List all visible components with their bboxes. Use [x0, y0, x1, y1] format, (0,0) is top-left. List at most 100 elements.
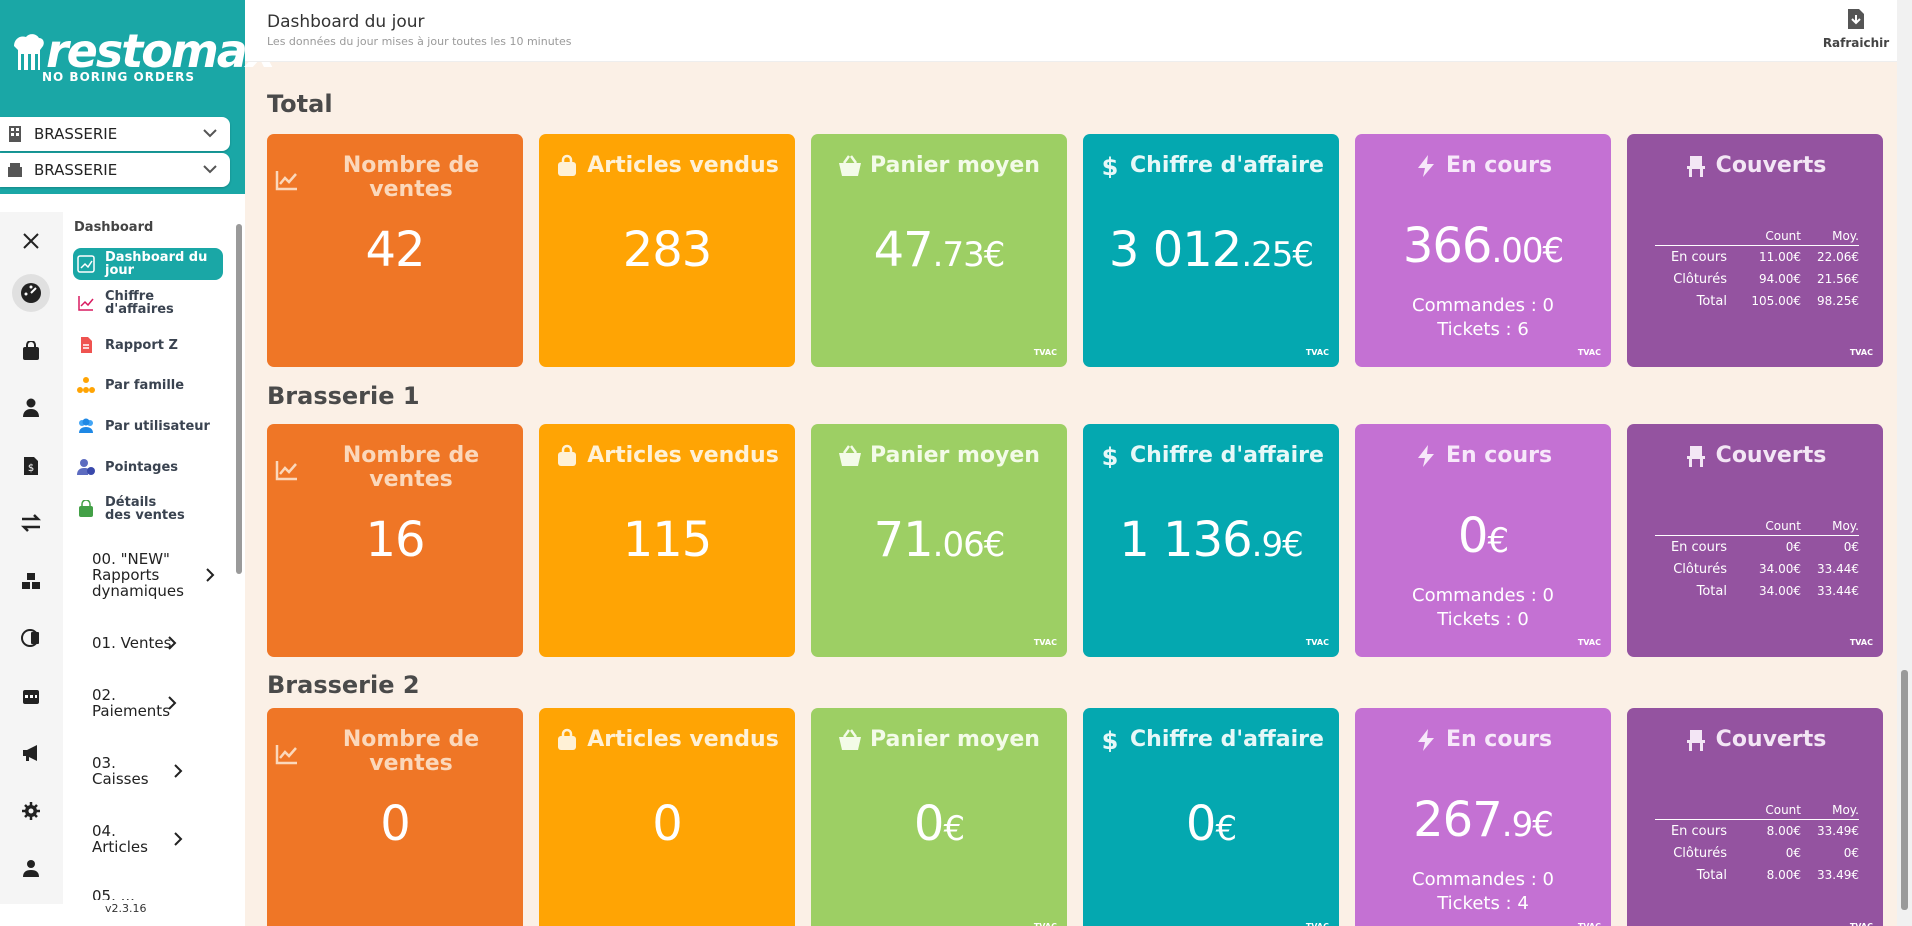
- commandes-count: Commandes : 0: [1355, 584, 1611, 608]
- invoice-dollar-icon[interactable]: $: [12, 447, 50, 485]
- menu-group-paiements[interactable]: 02. Paiements: [92, 687, 177, 719]
- menu-item-label: Par utilisateur: [105, 418, 210, 434]
- menu-item-chiffre-affaires[interactable]: Chiffre d'affaires: [73, 288, 223, 318]
- kpi-card-couverts: Couverts Count Moy. En cours 0€ 0€ Clôturés 34.…: [1627, 424, 1883, 657]
- menu-item-details-ventes[interactable]: Détails des ventes: [73, 494, 223, 524]
- kpi-card-title: Panier moyen: [811, 728, 1067, 752]
- kpi-value-dec: .73: [932, 235, 985, 275]
- bag-icon: [79, 500, 93, 517]
- user-icon[interactable]: [12, 849, 50, 887]
- kpi-card-title: $ Chiffre d'affaire: [1083, 154, 1339, 179]
- kpi-card-nb: Nombre de ventes 42: [267, 134, 523, 367]
- row-count: 8.00€: [1766, 824, 1801, 838]
- kpi-card-title-text: Articles vendus: [587, 443, 779, 468]
- gear-icon[interactable]: [12, 792, 50, 830]
- page-scrollbar-thumb[interactable]: [1901, 670, 1908, 910]
- chair-icon: [1686, 730, 1705, 751]
- establishment-select[interactable]: BRASSERIE: [0, 117, 230, 151]
- top-header: Dashboard du jour Les données du jour mi…: [245, 0, 1912, 62]
- kpi-card-title: Nombre de ventes: [275, 444, 511, 492]
- row-count: 94.00€: [1759, 272, 1801, 286]
- kpi-value: 1 136.9€: [1083, 512, 1339, 568]
- menu-item-par-utilisateur[interactable]: Par utilisateur: [73, 414, 223, 438]
- row-label: Total: [1696, 583, 1727, 599]
- menu-group-next[interactable]: 05. ...: [92, 888, 162, 900]
- kpi-value-int: 0: [1457, 508, 1489, 564]
- menu-group-ventes[interactable]: 01. Ventes: [92, 635, 212, 651]
- boxes-icon[interactable]: [12, 562, 50, 600]
- kpi-card-title-text: Chiffre d'affaire: [1130, 443, 1324, 468]
- kpi-value: 0€: [1355, 508, 1611, 564]
- close-icon[interactable]: [12, 222, 50, 260]
- row-label: Clôturés: [1673, 845, 1727, 861]
- menu-item-label: Détails des ventes: [105, 495, 185, 523]
- register-select[interactable]: BRASSERIE: [0, 153, 230, 187]
- page-scrollbar[interactable]: [1897, 0, 1912, 926]
- kpi-value: 0€: [1083, 796, 1339, 852]
- menu-item-label: Rapport Z: [105, 337, 178, 353]
- menu-scrollbar[interactable]: [233, 212, 245, 904]
- chevron-right-icon: [168, 696, 177, 710]
- menu-group-articles[interactable]: 04. Articles: [92, 823, 183, 855]
- shopping-bag-icon: [558, 444, 577, 466]
- globe-icon[interactable]: [12, 619, 50, 657]
- couverts-row-total: Total 8.00€ 33.49€: [1655, 864, 1859, 886]
- file-icon: [81, 337, 92, 353]
- kpi-card-title-text: En cours: [1445, 443, 1553, 468]
- couverts-table: Count Moy. En cours 11.00€ 22.06€ Clôturés 94.…: [1655, 226, 1859, 312]
- tickets-value: 0: [1517, 609, 1529, 630]
- row-moy: 22.06€: [1817, 250, 1859, 264]
- kpi-card-panier: Panier moyen 0€ TVAC: [811, 708, 1067, 926]
- chevron-down-icon: [203, 129, 217, 138]
- kpi-value-currency: €: [1532, 805, 1554, 845]
- kpi-value-currency: €: [1292, 235, 1314, 275]
- bolt-icon: [1417, 445, 1434, 467]
- kpi-value-dec: .06: [932, 525, 985, 565]
- kpi-card-title-text: Couverts: [1715, 443, 1827, 468]
- kpi-card-title-text: Chiffre d'affaire: [1130, 727, 1324, 752]
- refresh-label: Rafraichir: [1822, 36, 1890, 50]
- kpi-card-title: Nombre de ventes: [275, 154, 511, 202]
- user-tie-icon[interactable]: [12, 389, 50, 427]
- dollar-icon: $: [1102, 444, 1119, 468]
- logo[interactable]: restomax NO BORING ORDERS: [10, 24, 275, 84]
- menu-item-par-famille[interactable]: Par famille: [73, 373, 223, 397]
- kpi-value-dec: .9: [1251, 525, 1283, 565]
- transfer-icon[interactable]: [12, 504, 50, 542]
- tvac-label: TVAC: [1578, 922, 1601, 926]
- shopping-bag-icon[interactable]: [12, 332, 50, 370]
- menu-item-pointages[interactable]: Pointages: [73, 455, 223, 479]
- menu-item-dashboard-du-jour[interactable]: Dashboard du jour: [73, 248, 223, 280]
- svg-text:$: $: [28, 463, 34, 474]
- logo-tagline: NO BORING ORDERS: [42, 70, 196, 84]
- section-title: Brasserie 2: [267, 671, 420, 699]
- tvac-label: TVAC: [1850, 922, 1873, 926]
- kpi-card-title-text: En cours: [1445, 153, 1553, 178]
- menu-group-caisses[interactable]: 03. Caisses: [92, 754, 183, 788]
- kpi-value-currency: €: [1215, 809, 1237, 849]
- kpi-card-title: En cours: [1355, 154, 1611, 178]
- dashboard-icon[interactable]: [12, 274, 50, 312]
- calendar-icon[interactable]: [12, 677, 50, 715]
- chevron-right-icon: [168, 636, 177, 650]
- menu-item-rapport-z[interactable]: Rapport Z: [73, 333, 223, 357]
- refresh-button[interactable]: Rafraichir: [1819, 8, 1893, 54]
- kpi-value: 16: [365, 512, 425, 568]
- kpi-card-title: Articles vendus: [539, 444, 795, 468]
- kpi-card-panier: Panier moyen 71.06€ TVAC: [811, 424, 1067, 657]
- svg-text:$: $: [1102, 154, 1119, 178]
- menu-group-label: 02. Paiements: [92, 686, 171, 720]
- menu-scrollbar-thumb[interactable]: [236, 224, 242, 574]
- kpi-card-title-text: Panier moyen: [870, 153, 1040, 178]
- megaphone-icon[interactable]: [12, 734, 50, 772]
- menu-group-label: 03. Caisses: [92, 754, 149, 788]
- kpi-card-title: $ Chiffre d'affaire: [1083, 727, 1339, 753]
- row-count: 0€: [1785, 540, 1801, 554]
- menu-group-rapports-dynamiques[interactable]: 00. "NEW" Rapports dynamiques: [92, 551, 215, 599]
- kpi-card-couverts: Couverts Count Moy. En cours 8.00€ 33.49€ Clôt…: [1627, 708, 1883, 926]
- chart-line-icon: [275, 461, 297, 481]
- kpi-value-int: 366: [1402, 218, 1493, 274]
- chevron-right-icon: [174, 832, 183, 846]
- couverts-row-total: Total 105.00€ 98.25€: [1655, 290, 1859, 312]
- chef-hat-icon: [14, 34, 44, 70]
